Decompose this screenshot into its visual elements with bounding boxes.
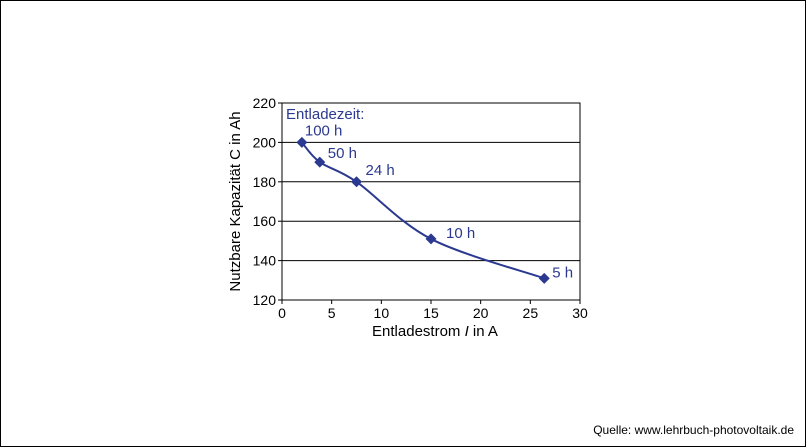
x-axis-ticks: 0 5 10 15 20 25 30 (278, 300, 588, 321)
grid (282, 141, 580, 262)
x-tick-label: 25 (523, 305, 539, 321)
annotation-title: Entladezeit: (286, 106, 364, 123)
data-label: 50 h (328, 145, 357, 162)
data-point (296, 136, 308, 148)
x-tick-label: 30 (572, 305, 588, 321)
y-tick-label: 220 (253, 95, 277, 111)
data-label: 24 h (366, 162, 395, 179)
data-point (351, 176, 362, 188)
y-tick-label: 200 (253, 134, 277, 150)
x-tick-label: 10 (374, 305, 390, 321)
x-tick-label: 15 (423, 305, 439, 321)
y-tick-label: 120 (253, 292, 277, 308)
data-point (538, 272, 550, 284)
x-tick-label: 20 (473, 305, 489, 321)
series-markers (296, 136, 550, 284)
data-point (314, 156, 326, 168)
y-axis-ticks: 120 140 160 180 200 220 (253, 95, 282, 308)
x-tick-label: 0 (278, 305, 286, 321)
y-axis-label: Nutzbare Kapazität C in Ah (227, 111, 244, 291)
data-label: 100 h (305, 122, 343, 139)
series-line (301, 141, 545, 280)
data-point (425, 233, 437, 245)
data-labels: 100 h 50 h 24 h 10 h 5 h (305, 122, 573, 281)
data-label: 5 h (552, 264, 573, 281)
source-credit: Quelle: www.lehrbuch-photovoltaik.de (593, 423, 794, 437)
x-tick-label: 5 (328, 305, 336, 321)
x-axis-label: Entladestrom I in A (372, 323, 498, 340)
y-tick-label: 140 (253, 253, 277, 269)
data-label: 10 h (446, 225, 475, 242)
y-tick-label: 160 (253, 213, 277, 229)
y-tick-label: 180 (253, 174, 277, 190)
